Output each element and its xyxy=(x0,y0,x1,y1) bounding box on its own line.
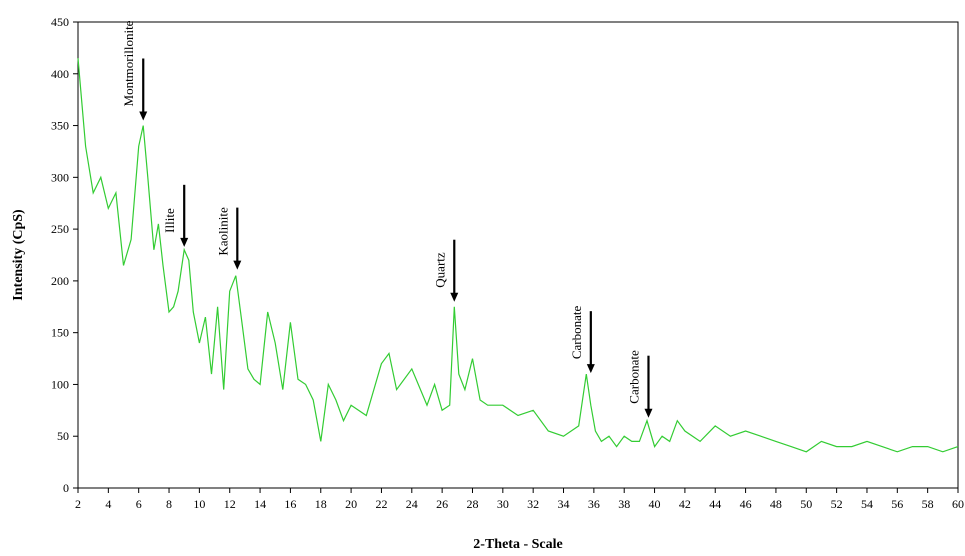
x-tick-label: 12 xyxy=(224,497,236,511)
peak-annotation: Illite xyxy=(162,184,189,247)
x-tick-label: 32 xyxy=(527,497,539,511)
arrow-head xyxy=(233,260,242,270)
peak-annotation: Quartz xyxy=(432,239,459,302)
x-tick-label: 26 xyxy=(436,497,448,511)
peak-annotation: Kaolinite xyxy=(215,207,242,270)
y-axis: 0 50 100 150 200 250 300 350 400 450 xyxy=(51,15,78,495)
y-tick-label: 150 xyxy=(51,326,69,340)
x-tick-label: 24 xyxy=(406,497,418,511)
x-tick-label: 56 xyxy=(891,497,903,511)
x-tick-label: 28 xyxy=(466,497,478,511)
y-tick-label: 400 xyxy=(51,67,69,81)
arrow-head xyxy=(139,111,148,121)
y-tick-label: 250 xyxy=(51,222,69,236)
arrow-head xyxy=(450,292,459,302)
peak-annotation: Carbonate xyxy=(626,350,653,418)
x-tick-label: 8 xyxy=(166,497,172,511)
y-tick-label: 450 xyxy=(51,15,69,29)
x-tick-label: 22 xyxy=(375,497,387,511)
peak-label: Kaolinite xyxy=(215,207,230,256)
peak-label: Montmorillonite xyxy=(121,20,136,106)
x-tick-label: 30 xyxy=(497,497,509,511)
x-axis-title: 2-Theta - Scale xyxy=(473,537,562,552)
x-tick-label: 10 xyxy=(193,497,205,511)
series-line xyxy=(77,58,959,453)
y-tick-label: 350 xyxy=(51,119,69,133)
plot-frame xyxy=(77,21,959,489)
x-tick-label: 6 xyxy=(136,497,142,511)
x-tick-label: 52 xyxy=(831,497,843,511)
x-tick-label: 58 xyxy=(922,497,934,511)
y-tick-label: 0 xyxy=(63,481,69,495)
y-tick-label: 50 xyxy=(57,429,69,443)
peak-label: Quartz xyxy=(432,252,447,288)
peak-label: Carbonate xyxy=(569,306,584,360)
y-tick-label: 200 xyxy=(51,274,69,288)
plot-area xyxy=(77,21,959,489)
x-tick-label: 50 xyxy=(800,497,812,511)
x-tick-label: 42 xyxy=(679,497,691,511)
x-tick-label: 14 xyxy=(254,497,266,511)
peak-label: Illite xyxy=(162,208,177,233)
y-tick-label: 100 xyxy=(51,377,69,391)
arrow-head xyxy=(586,364,595,374)
x-tick-label: 40 xyxy=(649,497,661,511)
x-tick-label: 54 xyxy=(861,497,873,511)
y-tick-label: 300 xyxy=(51,170,69,184)
y-axis-title: Intensity (CpS) xyxy=(11,209,26,301)
x-tick-label: 46 xyxy=(740,497,752,511)
x-tick-label: 44 xyxy=(709,497,721,511)
arrow-head xyxy=(180,237,189,247)
peak-annotation: Montmorillonite xyxy=(121,20,148,121)
peak-label: Carbonate xyxy=(626,350,641,404)
x-tick-label: 38 xyxy=(618,497,630,511)
annotations: Montmorillonite Illite Kaolinite Quartz Carb… xyxy=(121,20,653,418)
x-tick-label: 2 xyxy=(75,497,81,511)
x-tick-label: 4 xyxy=(105,497,111,511)
x-tick-label: 20 xyxy=(345,497,357,511)
x-axis: 2 4 6 8 10 12 14 16 18 20 22 24 26 28 30 32 34 36 38 40 42 44… xyxy=(75,488,964,511)
arrow-head xyxy=(644,408,653,418)
x-tick-label: 18 xyxy=(315,497,327,511)
x-tick-label: 60 xyxy=(952,497,964,511)
x-tick-label: 48 xyxy=(770,497,782,511)
x-tick-label: 36 xyxy=(588,497,600,511)
x-tick-label: 34 xyxy=(558,497,570,511)
peak-annotation: Carbonate xyxy=(569,306,595,374)
x-tick-label: 16 xyxy=(284,497,296,511)
